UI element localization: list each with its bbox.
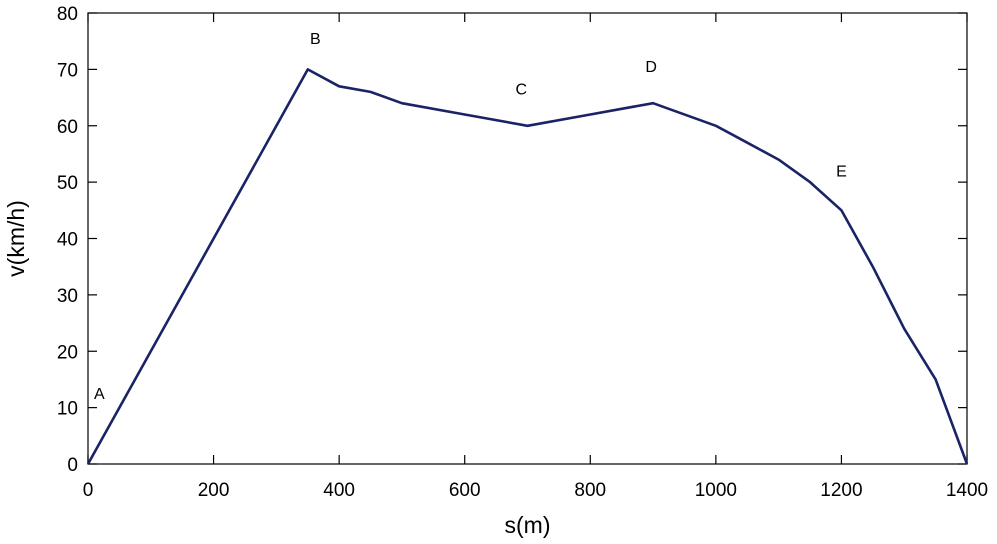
- annotation-d: D: [645, 59, 657, 76]
- x-tick-label: 600: [449, 480, 481, 501]
- annotation-a: A: [94, 386, 105, 403]
- annotation-e: E: [836, 163, 847, 180]
- y-tick-label: 70: [57, 60, 78, 81]
- y-tick-label: 60: [57, 117, 78, 138]
- y-tick-label: 30: [57, 286, 78, 307]
- x-tick-label: 1200: [820, 480, 862, 501]
- y-tick-label: 40: [57, 230, 78, 251]
- x-tick-label: 800: [574, 480, 606, 501]
- x-tick-label: 400: [323, 480, 355, 501]
- annotation-b: B: [310, 31, 321, 48]
- y-axis-title: v(km/h): [3, 200, 29, 277]
- x-tick-label: 1000: [695, 480, 737, 501]
- y-tick-label: 80: [57, 4, 78, 25]
- y-tick-label: 20: [57, 342, 78, 363]
- axis-tick-labels: 0 200 400 600 800 1000 1200 1400 0 10 20 30 40 50 60 70…: [57, 4, 988, 501]
- axis-ticks: [87, 12, 968, 465]
- point-annotations: A B C D E: [94, 31, 847, 403]
- y-tick-label: 50: [57, 173, 78, 194]
- x-axis-title: s(m): [505, 512, 551, 538]
- x-tick-label: 200: [198, 480, 230, 501]
- speed-line: [86, 68, 969, 465]
- plot-frame: [87, 12, 968, 465]
- annotation-c: C: [515, 82, 527, 99]
- y-tick-label: 0: [67, 455, 78, 476]
- y-tick-label: 10: [57, 399, 78, 420]
- x-tick-label: 0: [83, 480, 94, 501]
- x-tick-label: 1400: [946, 480, 988, 501]
